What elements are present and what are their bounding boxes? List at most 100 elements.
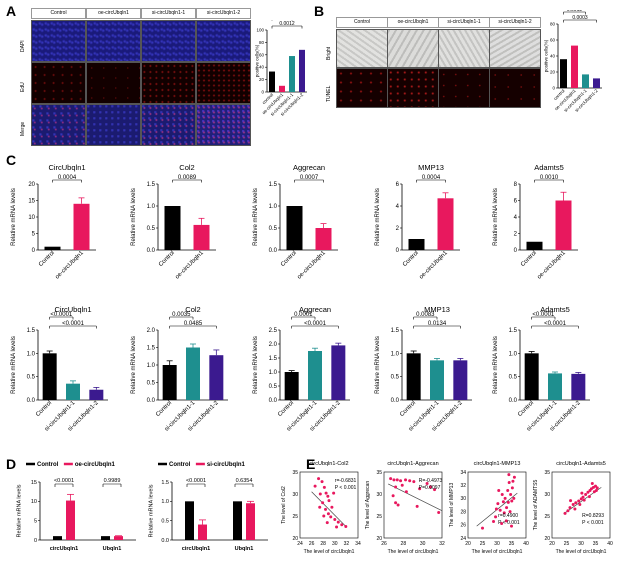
chart-d-knockdown: 0.0 0.5 1.0 1.5 Relative mRNA levels circUbql… [149, 462, 268, 552]
x-tick-label: 40 [523, 541, 529, 547]
p-value-label: 0.0004 [58, 175, 77, 181]
bar [246, 503, 255, 540]
p-value-label: 0.0010 [540, 175, 559, 181]
scatter-point [335, 525, 339, 529]
y-axis-label: Relative mRNA levels [375, 336, 381, 394]
x-tick-label: Control [277, 400, 295, 418]
p-value-label: 0.9989 [104, 478, 121, 484]
y-axis-label: Relative mRNA levels [131, 188, 137, 246]
bar [571, 373, 586, 400]
x-tick-label: 28 [320, 541, 326, 547]
chart-c-adamts5-oe: Adamts5 0 2 4 6 8 Relative mRNA levels Controlo… [493, 163, 578, 281]
statistic-label: R=-0.4973 [419, 478, 443, 484]
row-label-edu: EdU [20, 82, 26, 92]
scatter-point [395, 478, 399, 482]
row-label-dapi: DAPI [20, 40, 26, 52]
p-value-label: <0.0001 [186, 478, 206, 484]
x-axis-label: The level of circUbqln1 [556, 549, 607, 555]
scatter-point [336, 520, 340, 524]
edu-image [141, 62, 196, 104]
col-header-oe: oe-circUbqln1 [86, 8, 141, 19]
bar [162, 365, 177, 400]
y-tick-label: 1.5 [269, 356, 278, 362]
y-tick-label: 0.5 [391, 375, 400, 381]
x-tick-label: Control [517, 400, 535, 418]
y-tick-label: 25 [292, 514, 298, 520]
y-tick-label: 1.5 [509, 328, 518, 334]
chart-c-aggrecan-si: Aggrecan 0.0 0.5 1.0 1.5 2.0 2.5 Relative mRNA … [253, 305, 350, 433]
scatter-point [321, 501, 325, 505]
bar [308, 351, 322, 400]
scatter-point [481, 526, 484, 530]
x-tick-label: oe-circUbqln1 [536, 250, 567, 281]
legend-label: Control [37, 462, 59, 468]
scatter-point [578, 503, 582, 507]
x-tick-label: 20 [465, 541, 471, 547]
bar [524, 353, 539, 400]
bar [233, 501, 242, 540]
statistic-label: P < 0.001 [335, 485, 357, 491]
p-value-label: 0.0083 [416, 312, 435, 318]
bar [73, 203, 90, 250]
chart-c-circubqln1-oe: CircUbqln1 0 5 10 15 20 Relative mRNA levels Co… [11, 163, 96, 281]
y-tick-label: 40 [259, 65, 265, 70]
y-tick-label: 0.0 [161, 538, 169, 544]
row-label-bright: Bright [326, 46, 332, 60]
chart-title: circUbqln1-Col2 [309, 461, 348, 467]
bar [66, 383, 80, 400]
scatter-point [563, 511, 567, 515]
chart-c-aggrecan-oe: Aggrecan 0.0 0.5 1.0 1.5 Relative mRNA levels… [253, 163, 338, 281]
y-tick-label: 4 [514, 215, 518, 221]
bar [560, 59, 567, 88]
chart-title: circUbqln1-Adamts5 [556, 461, 606, 467]
bar [101, 536, 110, 540]
scatter-point [573, 507, 577, 511]
x-tick-label: Ubqln1 [235, 546, 254, 552]
scatter-point [512, 475, 516, 479]
scatter-point [568, 506, 572, 510]
p-value-label: 0.6354 [236, 478, 253, 484]
x-tick-label: 35 [593, 541, 599, 547]
scatter-point [496, 502, 500, 506]
tunel-image [336, 68, 388, 108]
scatter-point [594, 488, 598, 492]
scatter-point [412, 480, 416, 484]
y-tick-label: 4 [396, 204, 400, 210]
y-tick-label: 0.0 [391, 398, 400, 404]
chart-e-aggrecan-correlation: circUbqln1-Aggrecan 26 28 30 32 20 25 30 35 The l… [365, 461, 445, 555]
merge-image [141, 104, 196, 146]
scatter-point [326, 512, 330, 516]
scatter-point [574, 501, 578, 505]
bar [279, 85, 285, 92]
scatter-point [509, 492, 513, 496]
y-tick-label: 1.0 [147, 363, 156, 369]
dapi-image [141, 20, 196, 62]
bar [453, 360, 468, 400]
scatter-point [582, 498, 586, 502]
y-tick-label: 1.0 [269, 204, 278, 210]
y-axis-label: The level of ADAMTS5 [533, 479, 539, 530]
y-tick-label: 0.0 [509, 398, 518, 404]
x-tick-label: oe-circUbqln1 [296, 250, 327, 281]
y-tick-label: 40 [550, 54, 556, 59]
scatter-point [428, 485, 432, 489]
col-header-si2: si-circUbqln1-2 [489, 17, 541, 28]
bar [284, 372, 299, 400]
chart-e-col2-correlation: circUbqln1-Col2 24 26 28 30 32 34 20 25 30 35 The l… [281, 461, 361, 555]
y-tick-label: 20 [550, 70, 556, 75]
dapi-image [31, 20, 86, 62]
y-tick-label: 25 [376, 514, 382, 520]
p-value-label: 0.0035 [172, 312, 191, 318]
scatter-point [584, 492, 588, 496]
scatter-point [494, 507, 498, 511]
chart-title: MMP13 [418, 163, 444, 172]
y-tick-label: 0.5 [147, 381, 156, 387]
scatter-point [587, 495, 591, 499]
x-tick-label: Control [520, 250, 538, 268]
y-tick-label: 1.0 [27, 351, 36, 357]
scatter-point [324, 491, 328, 495]
scatter-point [569, 499, 573, 503]
y-tick-label: 1.5 [161, 480, 169, 486]
y-tick-label: 0.5 [161, 519, 169, 525]
